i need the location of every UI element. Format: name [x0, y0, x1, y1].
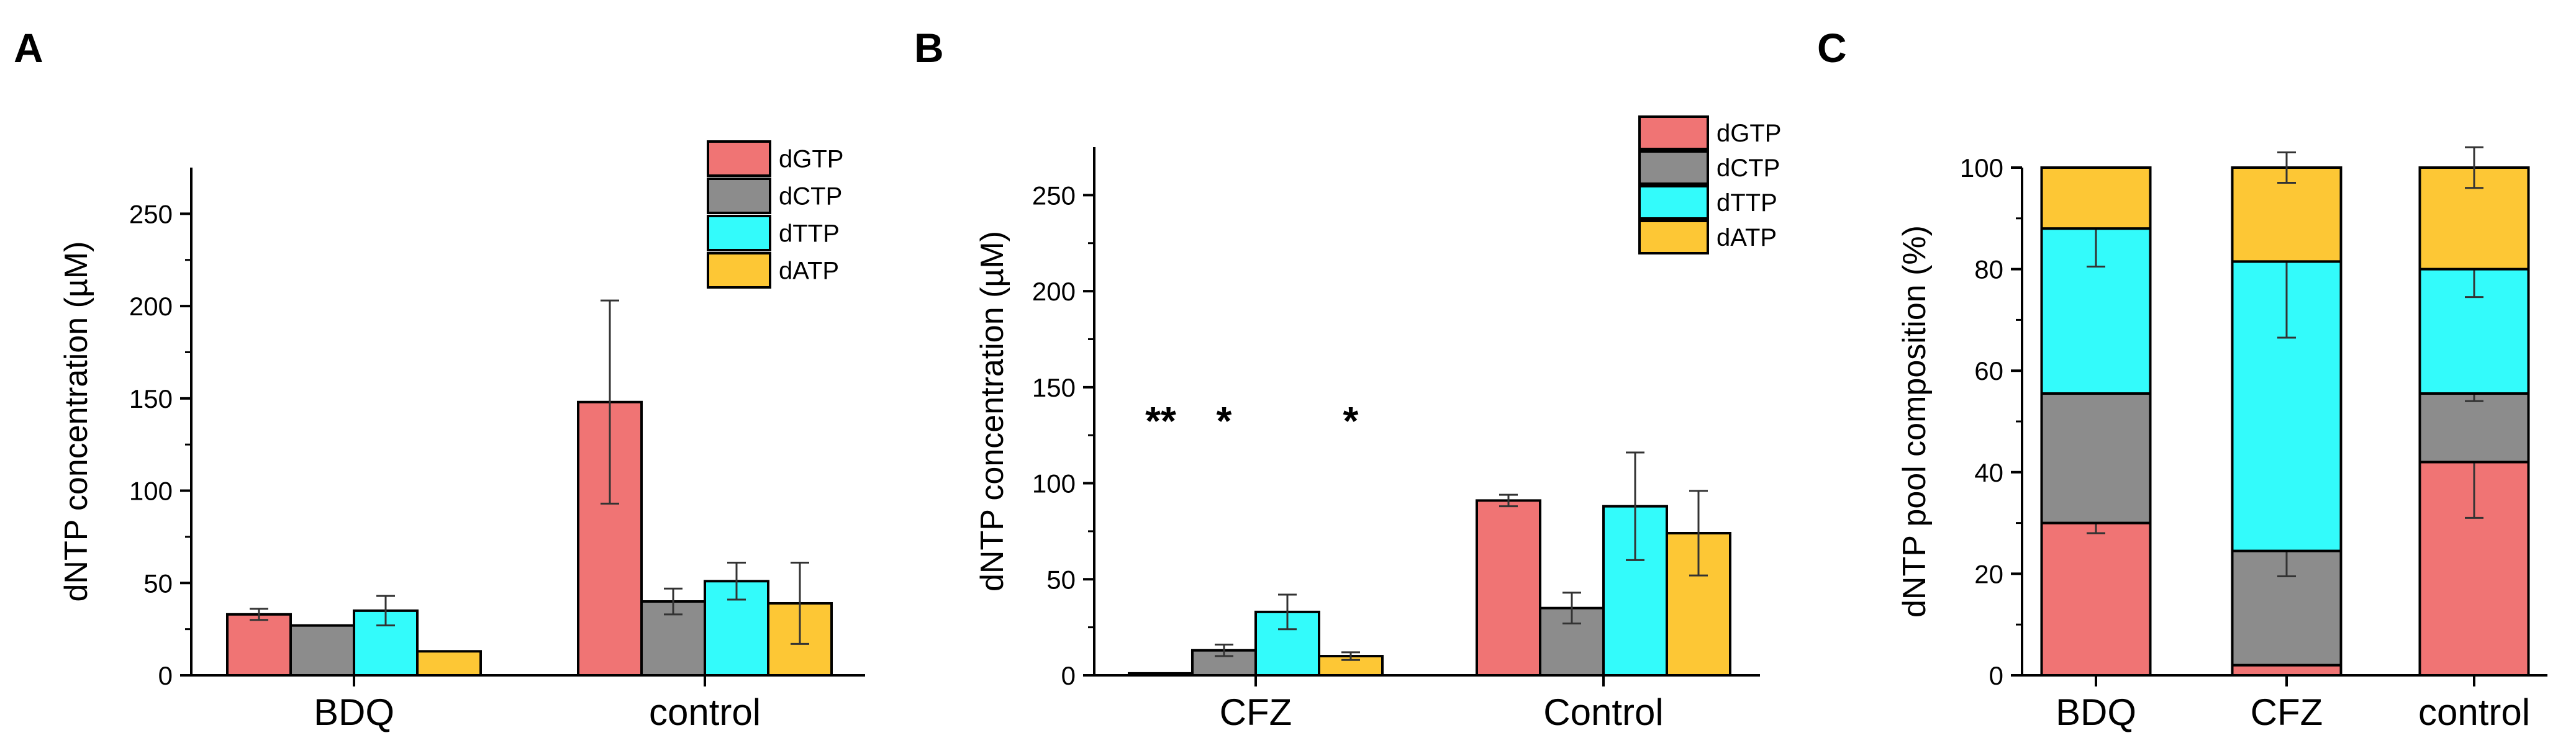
y-tick-label: 0 [1061, 661, 1076, 690]
y-tick-label: 0 [158, 661, 173, 690]
legend-label-dgtp: dGTP [1717, 120, 1781, 147]
panel-letter-c: C [1817, 25, 1847, 71]
significance-mark: * [1343, 398, 1359, 443]
x-tick-label-cfz: CFZ [1220, 691, 1292, 733]
chart-c: 0 20 40 60 80 100 BDQ CFZ control dNTP pool compo… [1897, 146, 2547, 733]
chart-a: 0 50 100 150 200 250 BDQ control dNTP concentrat… [58, 140, 865, 733]
bar-bdq-dctp [2040, 392, 2152, 524]
panel-letter-a: A [14, 25, 43, 71]
y-tick-label: 250 [1032, 181, 1076, 210]
y-tick-label: 150 [1032, 373, 1076, 402]
y-axis-title: dNTP concentration (µM) [974, 231, 1010, 592]
bar-bdq-datp [2040, 166, 2152, 230]
bar-bdq-datp [416, 650, 482, 677]
x-tick-label-control: Control [1543, 691, 1663, 733]
x-tick-label-bdq: BDQ [2056, 691, 2136, 733]
bar-control-dctp [2418, 392, 2530, 464]
x-tick-label-control: control [649, 691, 761, 733]
legend-label-dttp: dTTP [1717, 189, 1777, 217]
bar-bdq-dgtp [226, 613, 292, 677]
legend-label-datp: dATP [1717, 224, 1777, 251]
panel-letter-b: B [914, 25, 944, 71]
y-axis-title: dNTP concentration (µM) [58, 241, 94, 602]
y-tick-label: 60 [1974, 356, 2003, 385]
y-tick-label: 50 [1046, 565, 1076, 594]
y-tick-label: 100 [1032, 469, 1076, 498]
y-tick-label: 40 [1974, 458, 2003, 487]
legend-swatch-dctp [707, 178, 771, 214]
legend-swatch-dgtp [707, 140, 771, 177]
significance-mark: * [1217, 398, 1232, 443]
legend-label-datp: dATP [779, 258, 839, 285]
y-tick-label: 50 [143, 569, 173, 598]
legend-swatch-datp [1638, 220, 1709, 254]
legend-swatch-datp [707, 252, 771, 289]
significance-mark: ** [1145, 398, 1176, 443]
legend-label-dctp: dCTP [779, 183, 842, 210]
bar-bdq-dgtp [2040, 521, 2152, 677]
legend-label-dttp: dTTP [779, 220, 840, 248]
y-tick-label: 250 [129, 199, 173, 228]
y-tick-label: 200 [1032, 277, 1076, 306]
legend-swatch-dttp [707, 215, 771, 251]
legend-swatch-dctp [1638, 150, 1709, 185]
x-tick-label-cfz: CFZ [2251, 691, 2323, 733]
legend-label-dgtp: dGTP [779, 146, 843, 173]
y-tick-label: 80 [1974, 255, 2003, 284]
y-tick-label: 20 [1974, 559, 2003, 588]
legend-swatch-dttp [1638, 185, 1709, 220]
y-tick-label: 100 [1960, 153, 2003, 182]
x-tick-label-bdq: BDQ [314, 691, 394, 733]
y-tick-label: 0 [1989, 661, 2003, 690]
legend-swatch-dgtp [1638, 115, 1709, 150]
bar-cfz-dgtp [2231, 664, 2342, 677]
y-tick-label: 150 [129, 384, 173, 413]
bar-bdq-dctp [289, 624, 355, 677]
legend-label-dctp: dCTP [1717, 155, 1780, 182]
y-axis-title: dNTP pool composition (%) [1897, 225, 1933, 618]
y-tick-label: 100 [129, 477, 173, 506]
y-tick-label: 200 [129, 292, 173, 321]
bar-control-dgtp [1476, 499, 1541, 677]
x-tick-label-control: control [2418, 691, 2530, 733]
